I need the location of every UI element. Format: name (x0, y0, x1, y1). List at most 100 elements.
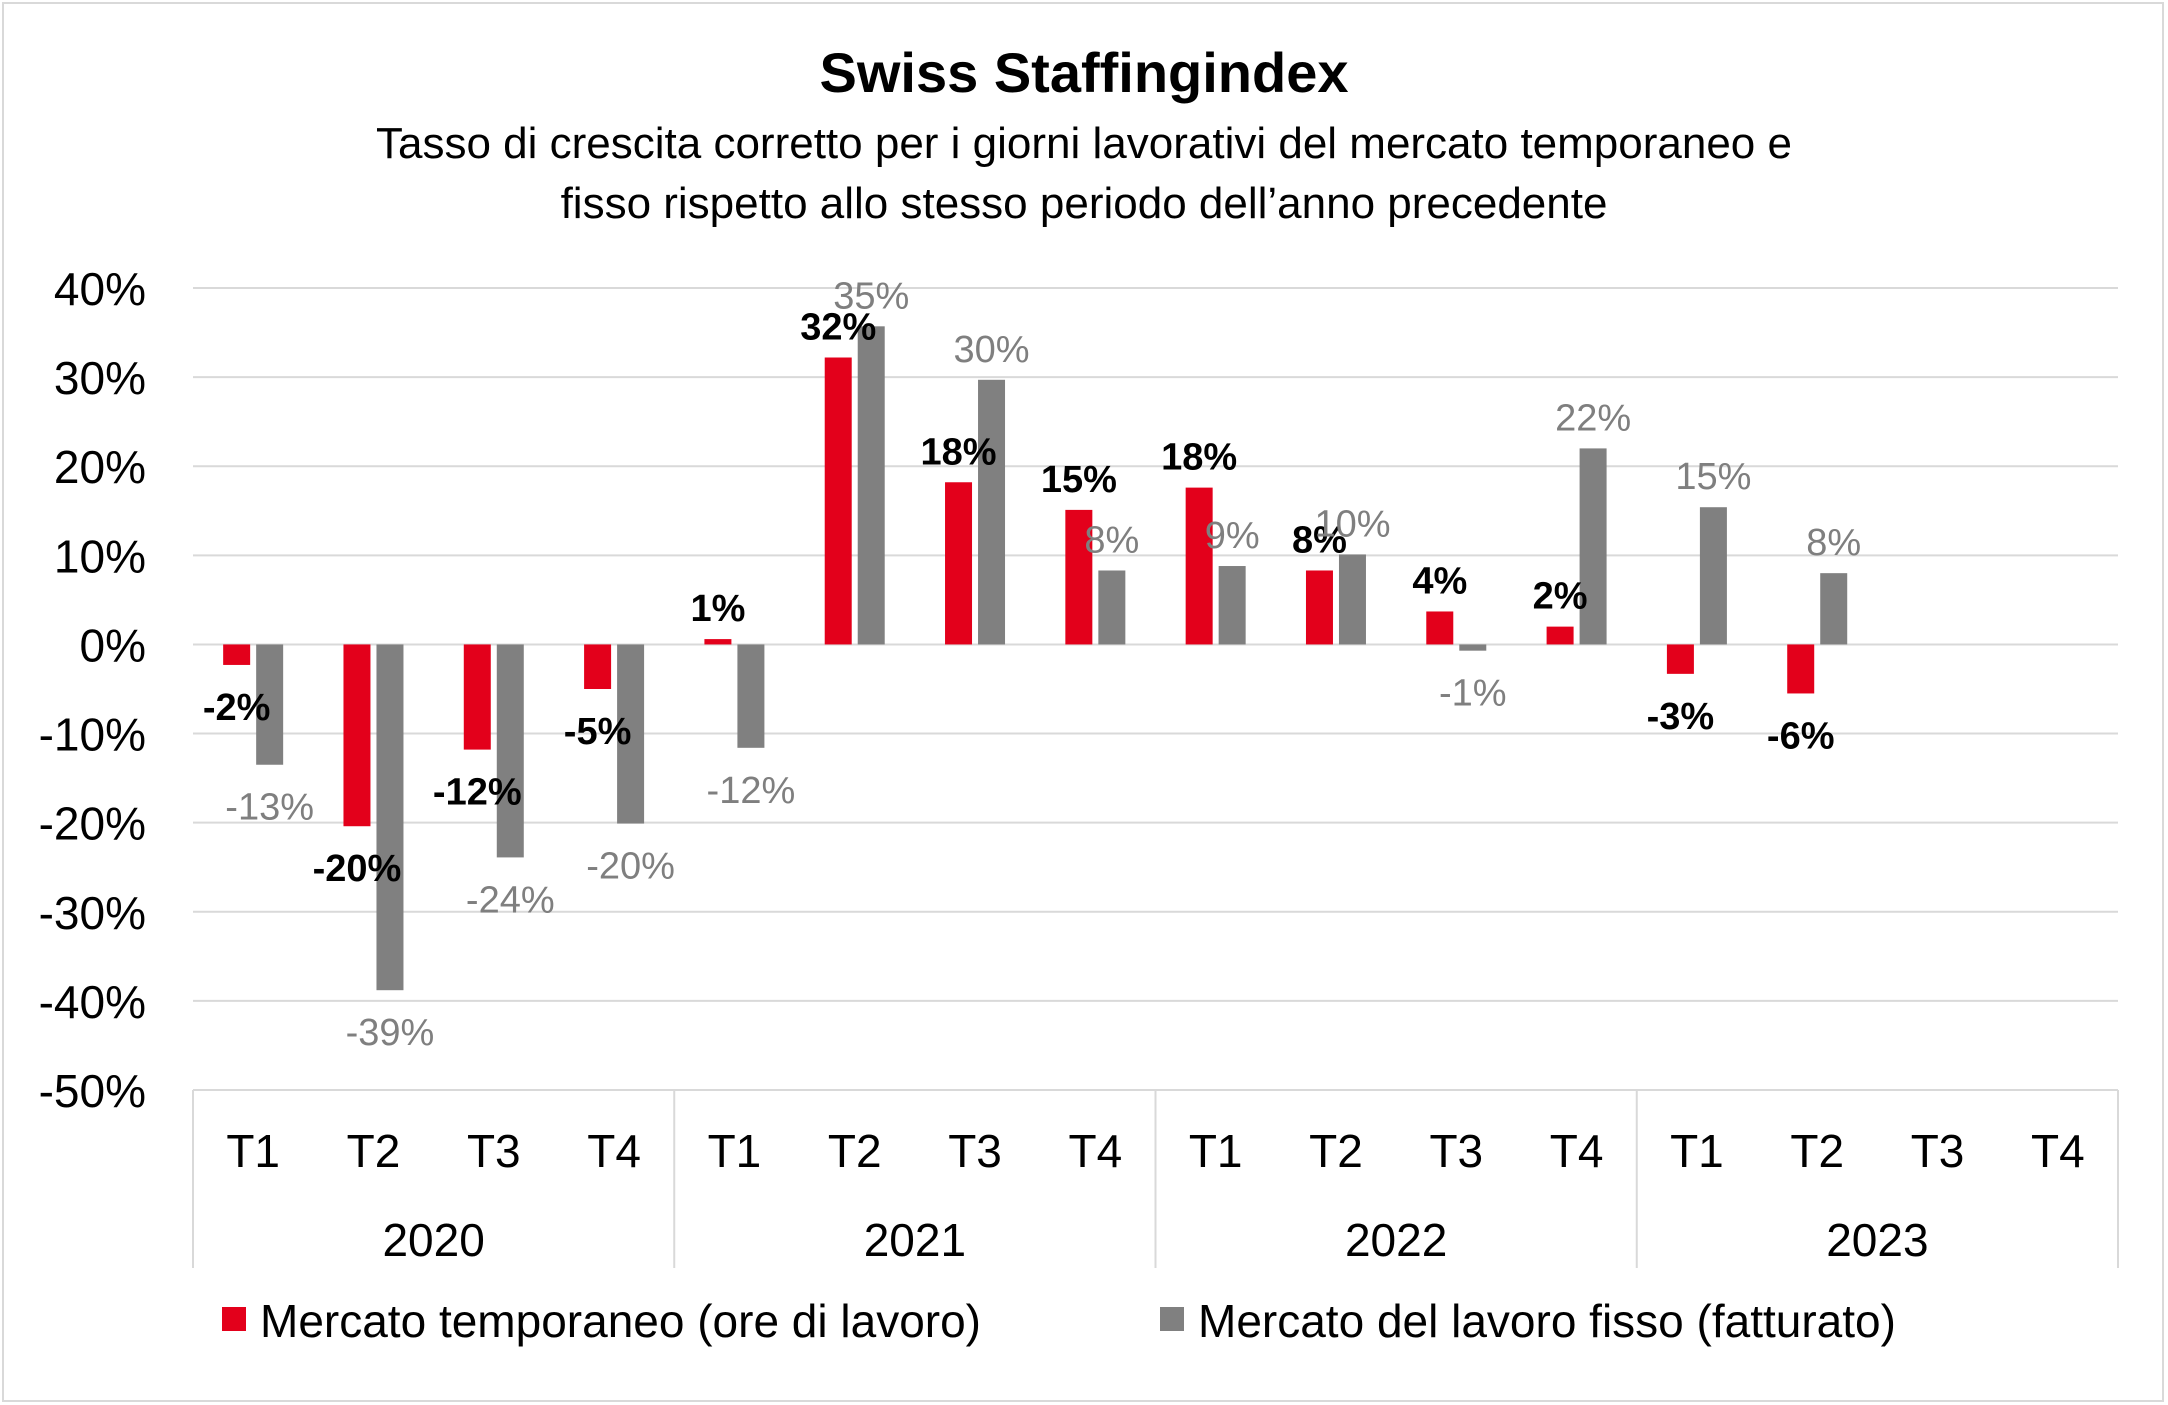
data-label-fisso: 8% (1806, 522, 1861, 564)
bar-temporaneo (1787, 644, 1815, 694)
bar-fisso (1459, 644, 1487, 651)
y-tick-label: -40% (39, 976, 146, 1028)
chart-subtitle-line-2: fisso rispetto allo stesso periodo dell’… (561, 179, 1608, 228)
bar-temporaneo (1666, 644, 1694, 674)
y-tick-label: -20% (39, 798, 146, 850)
data-label-fisso: -24% (466, 879, 555, 921)
legend-swatch (222, 1307, 246, 1331)
data-label-temporaneo: 1% (690, 588, 745, 630)
bar-fisso (737, 644, 765, 748)
data-label-fisso: -39% (346, 1012, 435, 1054)
x-tick-label: T4 (2031, 1125, 2085, 1177)
bar-fisso (1820, 573, 1848, 645)
data-label-fisso: 9% (1205, 515, 1260, 557)
y-tick-label: 20% (54, 441, 146, 493)
x-tick-label: T3 (1429, 1125, 1483, 1177)
bar-temporaneo (1426, 611, 1454, 645)
data-label-fisso: 35% (833, 275, 909, 317)
x-tick-label: T1 (708, 1125, 762, 1177)
chart-title: Swiss Staffingindex (820, 41, 1349, 104)
data-label-fisso: 10% (1314, 503, 1390, 545)
legend-label: Mercato temporaneo (ore di lavoro) (260, 1295, 981, 1347)
data-label-temporaneo: 32% (800, 307, 876, 349)
y-tick-label: -10% (39, 709, 146, 761)
data-label-temporaneo: -2% (203, 687, 271, 729)
y-tick-label: 0% (80, 619, 146, 671)
bar-temporaneo (223, 644, 251, 665)
bars (223, 326, 1848, 991)
x-group-label: 2023 (1826, 1214, 1928, 1266)
bar-temporaneo (1305, 570, 1333, 645)
data-label-temporaneo: -20% (313, 848, 402, 890)
y-tick-label: 40% (54, 263, 146, 315)
y-axis-ticks: -50% -40% -30% -20% -10% 0% 10% 20% 30% 40% (39, 263, 146, 1117)
bar-temporaneo (1065, 509, 1093, 645)
x-tick-label: T1 (1189, 1125, 1243, 1177)
data-label-fisso: -20% (586, 846, 675, 888)
x-tick-label: T3 (467, 1125, 521, 1177)
bar-fisso (857, 326, 885, 645)
bar-fisso (617, 644, 645, 824)
data-label-temporaneo: 18% (921, 431, 997, 473)
data-label-temporaneo: 8% (1292, 519, 1347, 561)
data-label-fisso: 30% (954, 329, 1030, 371)
bar-fisso (1338, 554, 1366, 645)
bar-temporaneo (1185, 487, 1213, 645)
bar-fisso (1699, 507, 1727, 645)
x-tick-label: T4 (587, 1125, 641, 1177)
x-tick-label: T2 (1790, 1125, 1844, 1177)
data-label-fisso: -13% (225, 787, 314, 829)
data-label-temporaneo: 18% (1161, 437, 1237, 479)
x-tick-label: T2 (828, 1125, 882, 1177)
data-labels: -2% -20% -12% -5% 1% 32% 18% 15% 18% 8% 4% 2% -3% -6%… (203, 275, 1861, 1054)
bar-fisso (978, 379, 1006, 645)
x-tick-label: T4 (1550, 1125, 1604, 1177)
data-label-temporaneo: -5% (564, 711, 632, 753)
bar-fisso (376, 644, 404, 991)
data-label-temporaneo: 2% (1533, 576, 1588, 618)
legend-swatch (1160, 1307, 1184, 1331)
chart-subtitle-line-1: Tasso di crescita corretto per i giorni … (376, 119, 1792, 168)
data-label-fisso: 8% (1084, 519, 1139, 561)
x-tick-label: T2 (1309, 1125, 1363, 1177)
x-tick-label: T2 (347, 1125, 401, 1177)
bar-temporaneo (824, 357, 852, 645)
x-group-label: 2021 (864, 1214, 966, 1266)
bar-fisso (1579, 448, 1607, 645)
x-tick-label: T3 (948, 1125, 1002, 1177)
x-group-label: 2022 (1345, 1214, 1447, 1266)
y-tick-label: 30% (54, 352, 146, 404)
data-label-temporaneo: 4% (1412, 560, 1467, 602)
bar-temporaneo (1546, 626, 1574, 645)
data-label-fisso: -1% (1439, 673, 1507, 715)
data-label-temporaneo: -6% (1767, 715, 1835, 757)
bar-temporaneo (463, 644, 491, 750)
data-label-fisso: 22% (1555, 397, 1631, 439)
y-tick-label: -50% (39, 1065, 146, 1117)
bar-fisso (256, 644, 284, 765)
bar-fisso (1218, 566, 1246, 645)
x-axis-ticks: T1 T2 T3 T4 T1 T2 T3 T4 T1 T2 T3 T4 T1 T2 T3 T4 2020 2021… (226, 1125, 2084, 1266)
data-label-temporaneo: 15% (1041, 459, 1117, 501)
bar-temporaneo (945, 482, 973, 645)
y-tick-label: 10% (54, 530, 146, 582)
legend: Mercato temporaneo (ore di lavoro) Mercat… (222, 1295, 1896, 1347)
data-label-temporaneo: -12% (433, 772, 522, 814)
x-group-label: 2020 (382, 1214, 484, 1266)
x-tick-label: T3 (1911, 1125, 1965, 1177)
x-tick-label: T1 (1670, 1125, 1724, 1177)
data-label-fisso: -12% (707, 770, 796, 812)
bar-fisso (496, 644, 524, 858)
data-label-fisso: 15% (1675, 456, 1751, 498)
y-tick-label: -30% (39, 887, 146, 939)
bar-temporaneo (584, 644, 612, 689)
x-tick-label: T4 (1069, 1125, 1123, 1177)
x-tick-label: T1 (226, 1125, 280, 1177)
bar-temporaneo (343, 644, 371, 827)
legend-label: Mercato del lavoro fisso (fatturato) (1198, 1295, 1896, 1347)
bar-fisso (1098, 570, 1126, 645)
bar-temporaneo (704, 639, 732, 645)
data-label-temporaneo: -3% (1647, 696, 1715, 738)
